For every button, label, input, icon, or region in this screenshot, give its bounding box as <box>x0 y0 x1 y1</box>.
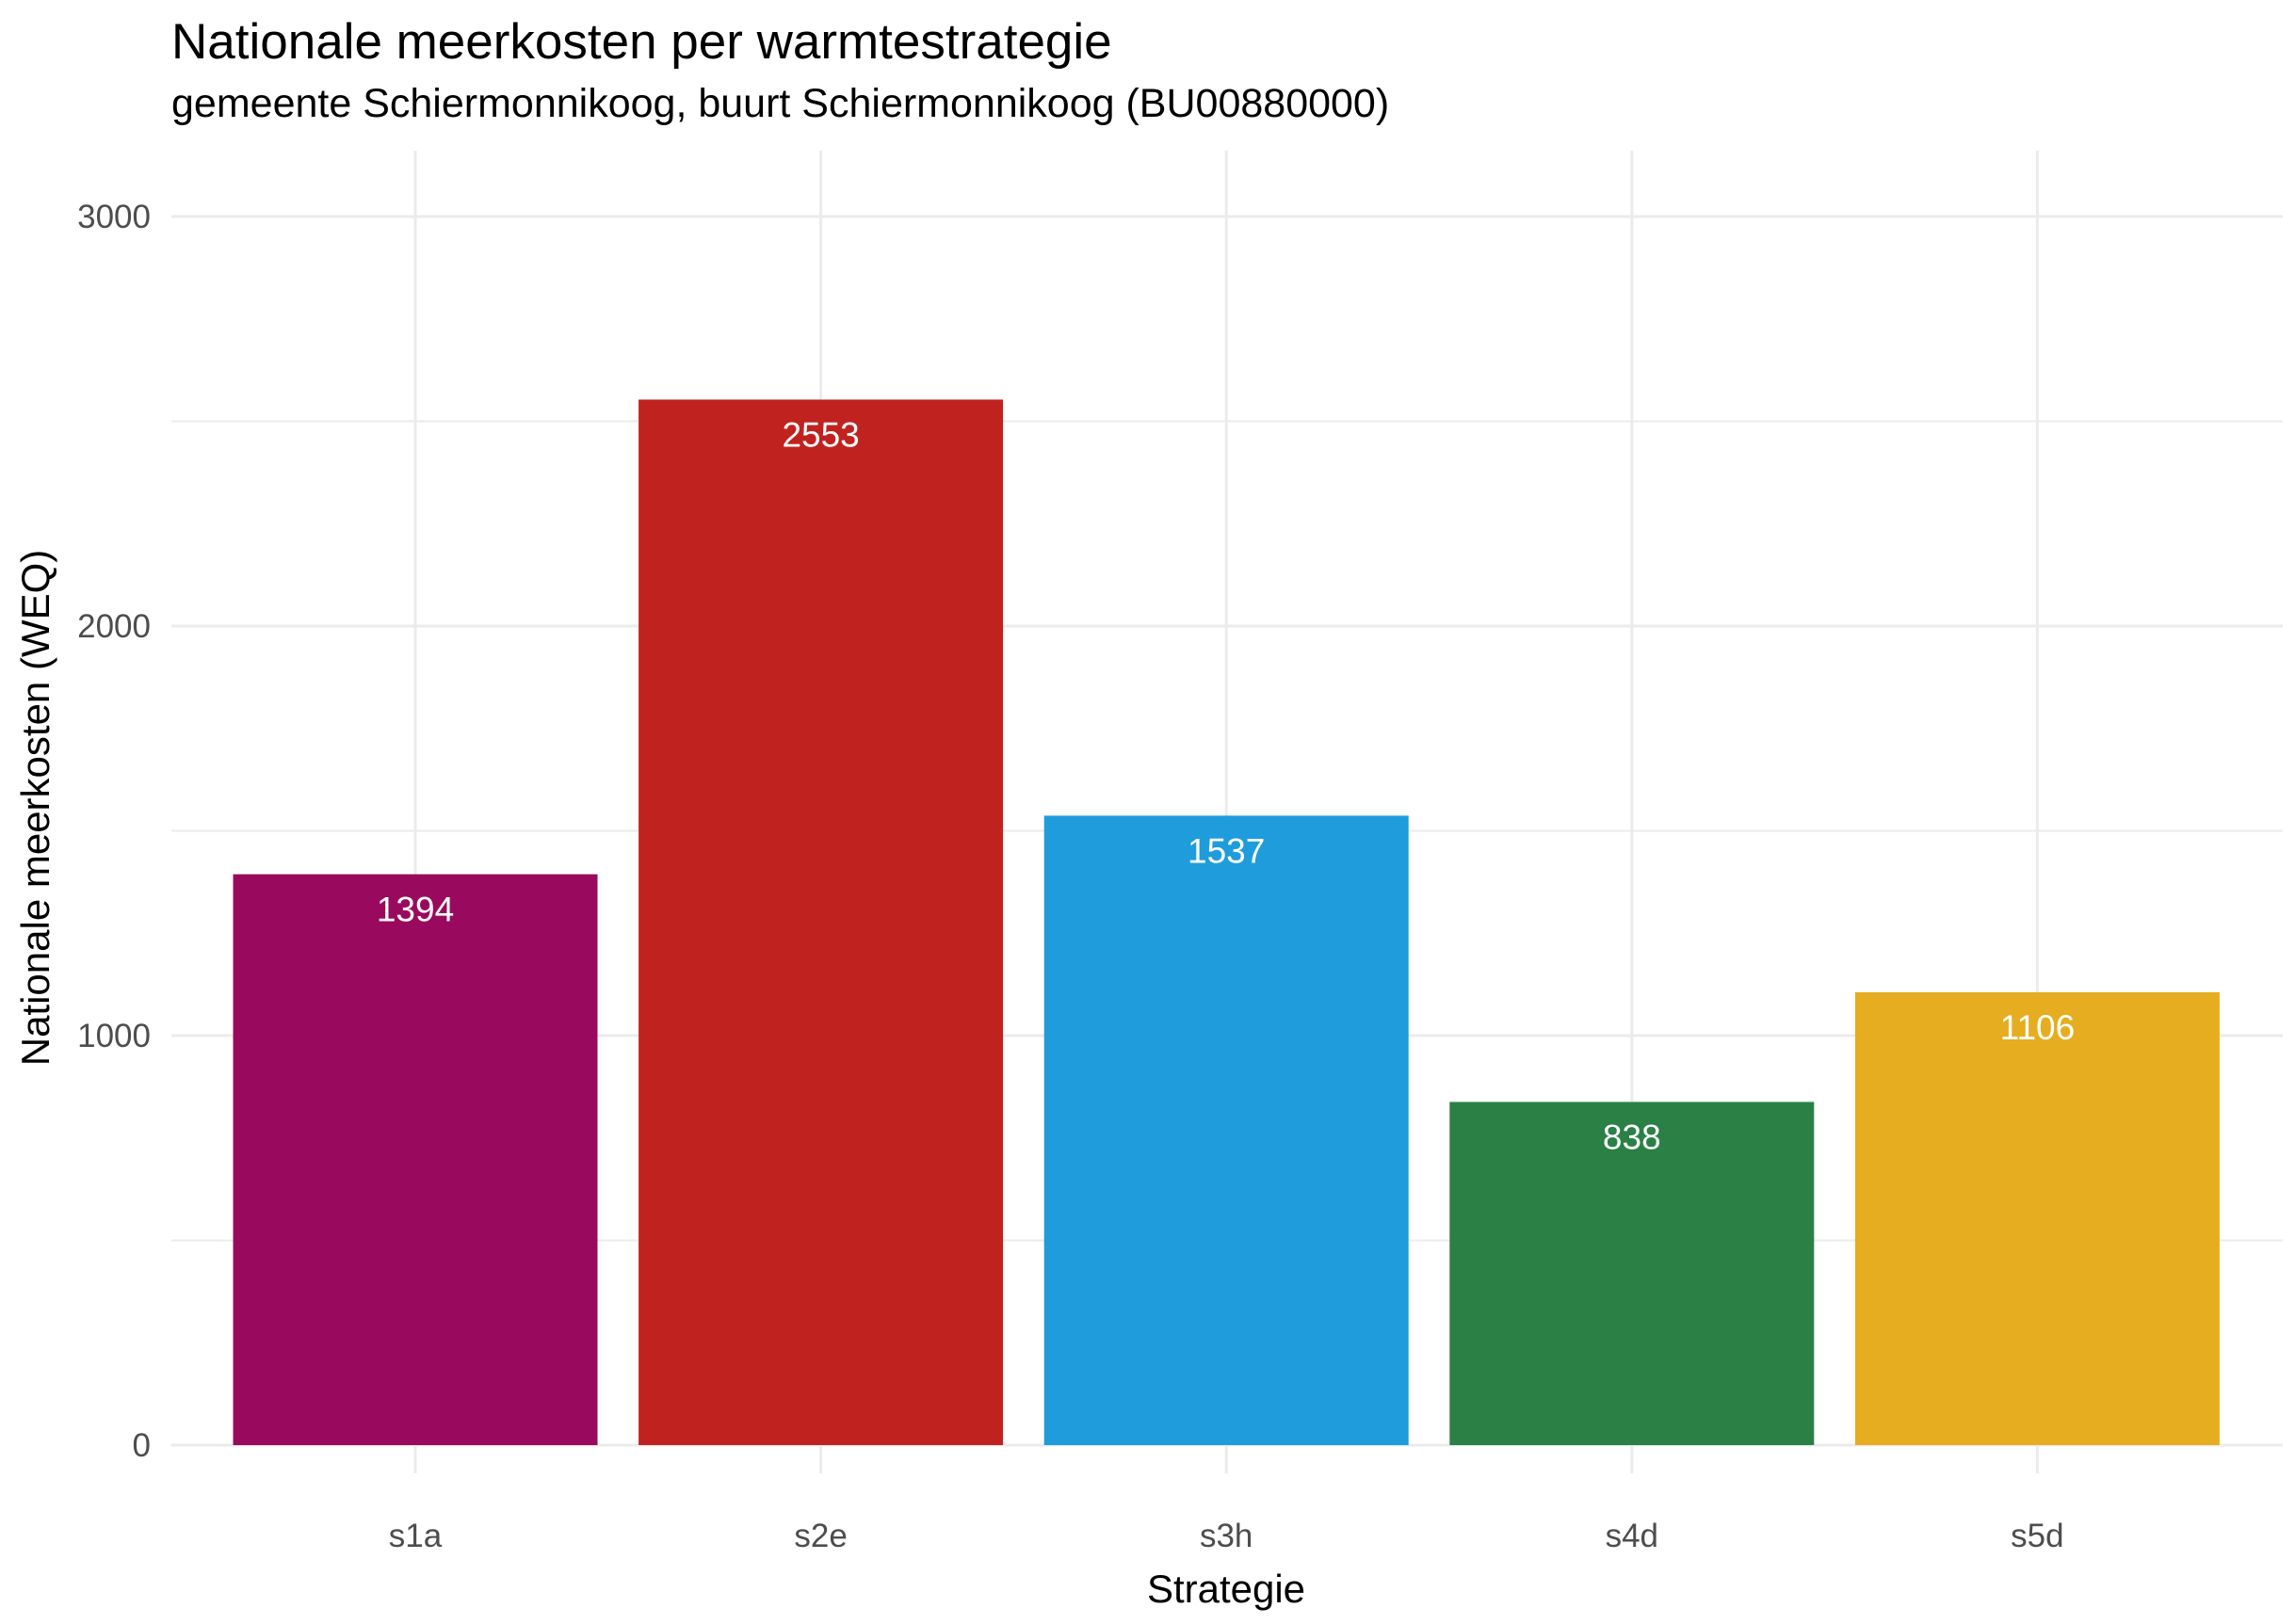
data-label-s1a: 1394 <box>377 891 454 929</box>
bar-s2e <box>638 399 1004 1445</box>
chart-title: Nationale meerkosten per warmtestrategie <box>171 14 1112 70</box>
y-tick-labels: 0 1000 2000 3000 <box>77 199 151 1464</box>
data-label-s5d: 1106 <box>2000 1008 2076 1047</box>
bar-s1a <box>233 874 598 1445</box>
data-label-s3h: 1537 <box>1188 831 1265 870</box>
y-tick-label: 2000 <box>77 608 151 645</box>
x-tick-label: s4d <box>1606 1518 1658 1554</box>
chart-subtitle: gemeente Schiermonnikoog, buurt Schiermo… <box>171 81 1390 126</box>
data-labels: 1394 2553 1537 838 1106 <box>377 415 2075 1156</box>
bar-s5d <box>1854 991 2220 1445</box>
data-label-s4d: 838 <box>1603 1118 1661 1156</box>
data-label-s2e: 2553 <box>782 415 859 454</box>
bars <box>233 399 2220 1445</box>
y-tick-label: 0 <box>133 1427 151 1464</box>
bar-s4d <box>1449 1101 1815 1445</box>
x-tick-labels: s1a s2e s3h s4d s5d <box>389 1518 2064 1554</box>
x-tick-label: s3h <box>1200 1518 1253 1554</box>
x-tick-label: s1a <box>389 1518 443 1554</box>
y-tick-label: 3000 <box>77 199 151 235</box>
y-axis-title: Nationale meerkosten (WEQ) <box>13 550 57 1067</box>
x-axis-title: Strategie <box>1147 1567 1305 1611</box>
x-tick-label: s2e <box>794 1518 847 1554</box>
y-tick-label: 1000 <box>77 1018 151 1054</box>
x-tick-label: s5d <box>2011 1518 2063 1554</box>
bar-s3h <box>1043 815 1409 1445</box>
